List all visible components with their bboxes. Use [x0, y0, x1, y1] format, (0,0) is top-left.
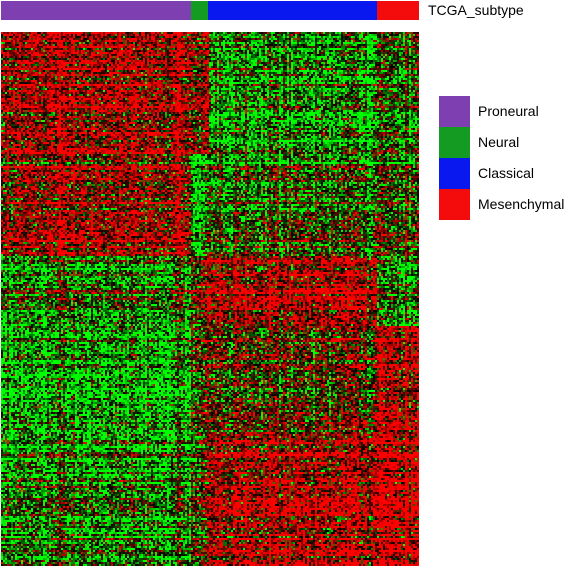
- legend-swatch-neural: [439, 127, 470, 158]
- expression-heatmap: [1, 32, 419, 566]
- subtype-annotation-bar: [1, 1, 419, 20]
- annotation-segment-proneural: [1, 1, 191, 20]
- annotation-segment-mesenchymal: [377, 1, 419, 20]
- legend-swatch-mesenchymal: [439, 189, 470, 220]
- legend-swatch-proneural: [439, 96, 470, 127]
- legend-label-classical: Classical: [478, 165, 535, 181]
- annotation-segment-classical: [208, 1, 377, 20]
- legend-swatch-classical: [439, 158, 470, 189]
- legend-label-neural: Neural: [478, 134, 520, 150]
- legend-label-mesenchymal: Mesenchymal: [478, 196, 565, 212]
- legend-label-proneural: Proneural: [478, 103, 539, 119]
- annotation-track-label: TCGA_subtype: [428, 2, 524, 18]
- annotation-segment-neural: [191, 1, 208, 20]
